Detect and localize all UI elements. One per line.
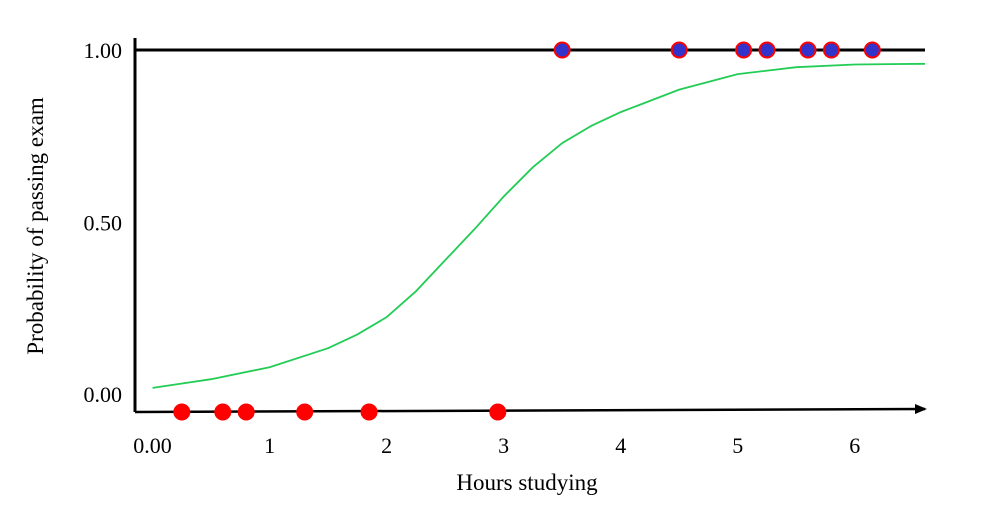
data-point [553, 41, 571, 59]
data-point [489, 403, 507, 421]
data-point [758, 41, 776, 59]
data-point [214, 403, 232, 421]
x-tick-label: 6 [849, 433, 860, 458]
data-point [173, 403, 191, 421]
x-tick-label: 0.00 [133, 433, 172, 458]
data-point [670, 41, 688, 59]
y-tick-label: 0.00 [84, 382, 123, 407]
data-point [735, 41, 753, 59]
data-point [360, 403, 378, 421]
x-axis-title: Hours studying [456, 470, 598, 495]
x-tick-label: 3 [498, 433, 509, 458]
x-tick-label: 2 [381, 433, 392, 458]
y-tick-label: 0.50 [84, 210, 123, 235]
x-tick-label: 4 [615, 433, 626, 458]
data-point [237, 403, 255, 421]
x-axis-line [134, 404, 927, 415]
x-tick-label: 5 [732, 433, 743, 458]
y-axis-title: Probability of passing exam [23, 97, 48, 355]
y-tick-label: 1.00 [84, 38, 123, 63]
data-point [822, 41, 840, 59]
data-point [296, 403, 314, 421]
data-point [799, 41, 817, 59]
x-tick-label: 1 [264, 433, 275, 458]
data-point [863, 41, 881, 59]
logistic-curve [152, 62, 926, 389]
